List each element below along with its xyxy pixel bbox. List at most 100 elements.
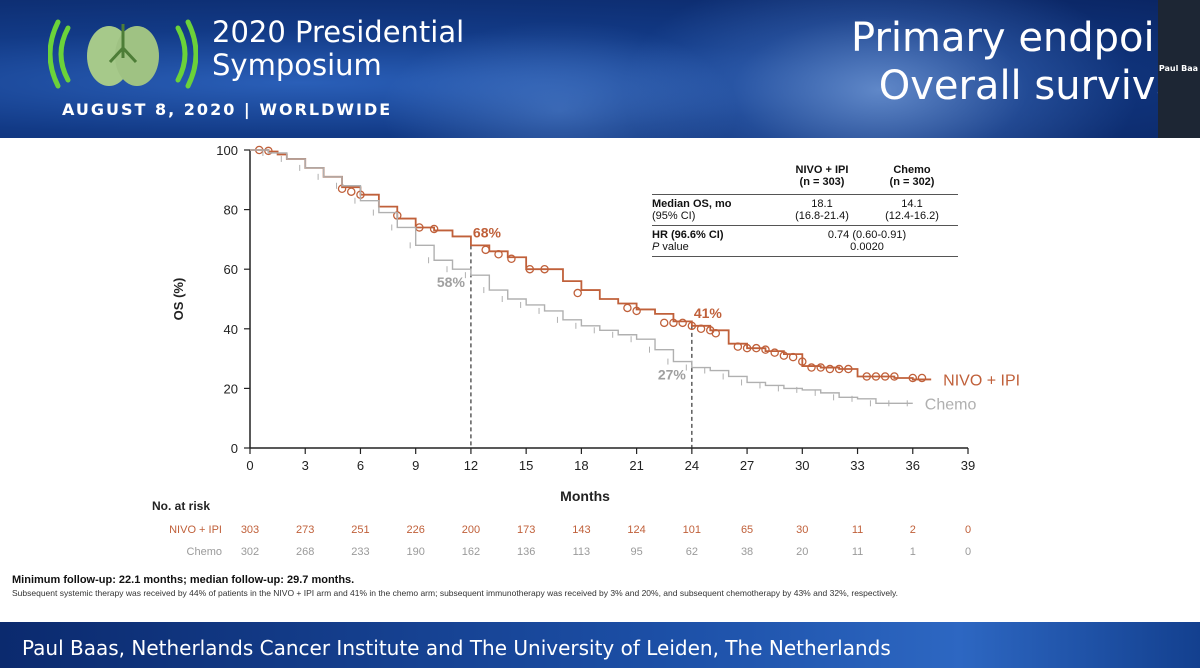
- table-header-row: NIVO + IPI (n = 303) Chemo (n = 302): [652, 164, 958, 194]
- censor-mark-nivo-ipi: [659, 318, 669, 328]
- risk-table-title: No. at risk: [152, 499, 210, 513]
- y-tick-label: 40: [224, 322, 238, 337]
- km-survival-chart: 0 3 6 9 12 15 18 21 24 27 30 33 36 39020406080100Mont…: [152, 143, 1020, 558]
- risk-value: 113: [573, 546, 591, 558]
- p-value: 0.0020: [850, 241, 884, 253]
- y-tick-label: 20: [224, 381, 238, 396]
- x-tick-label: 3: [302, 458, 309, 473]
- p-value-label: P value: [652, 241, 777, 253]
- ci-chemo: (12.4-16.2): [885, 210, 939, 222]
- slide-title: Primary endpoin Overall surviva: [851, 14, 1180, 110]
- censor-mark-nivo-ipi: [573, 288, 582, 298]
- censor-mark-nivo-ipi: [742, 343, 752, 353]
- p-label-italic: P: [652, 241, 660, 253]
- risk-value: 190: [407, 546, 425, 558]
- risk-value: 302: [241, 546, 259, 558]
- censor-mark-nivo-ipi: [687, 321, 697, 331]
- risk-value: 95: [630, 546, 642, 558]
- x-tick-label: 15: [519, 458, 533, 473]
- table-hr-section: HR (96.6% CI) 0.74 (0.60-0.91) P value 0…: [652, 225, 958, 257]
- risk-row-label: NIVO + IPI: [169, 524, 222, 536]
- censor-mark-nivo-ipi: [623, 303, 632, 313]
- conference-date: AUGUST 8, 2020 | WORLDWIDE: [62, 100, 393, 119]
- risk-value: 162: [462, 546, 480, 558]
- censor-mark-nivo-ipi: [880, 372, 890, 381]
- chart-annotations: 68% 58% 41% 27%: [437, 224, 723, 382]
- censor-mark-nivo-ipi: [770, 348, 779, 357]
- censor-mark-nivo-ipi: [908, 373, 918, 383]
- x-tick-label: 36: [906, 458, 920, 473]
- risk-value: 200: [462, 524, 480, 536]
- header-banner: 2020 Presidential Symposium AUGUST 8, 20…: [0, 0, 1200, 138]
- x-tick-label: 21: [629, 458, 643, 473]
- ci-label: (95% CI): [652, 210, 696, 222]
- censor-mark-nivo-ipi: [825, 364, 835, 374]
- risk-value: 226: [407, 524, 425, 536]
- censor-mark-nivo-ipi: [711, 329, 721, 338]
- table-median-os-section: Median OS, mo 18.1 14.1 (95% CI) (16.8-2…: [652, 194, 958, 225]
- x-axis-label: Months: [560, 488, 610, 504]
- censor-mark-nivo-ipi: [494, 250, 503, 259]
- conference-title: 2020 Presidential Symposium: [212, 16, 464, 82]
- censor-mark-nivo-ipi: [669, 318, 678, 328]
- y-axis-label: OS (%): [171, 278, 186, 321]
- censor-mark-nivo-ipi: [752, 343, 761, 353]
- series-end-label-chemo: Chemo: [925, 396, 977, 413]
- followup-note: Minimum follow-up: 22.1 months; median f…: [12, 574, 355, 586]
- hr-label: HR (96.6% CI): [652, 229, 724, 241]
- risk-value: 303: [241, 524, 259, 536]
- footnotes: Minimum follow-up: 22.1 months; median f…: [12, 574, 1172, 599]
- x-tick-label: 0: [246, 458, 253, 473]
- median-os-chemo: 14.1: [901, 198, 923, 210]
- subsequent-therapy-note: Subsequent systemic therapy was received…: [12, 588, 898, 598]
- risk-value: 233: [351, 546, 369, 558]
- censor-mark-nivo-ipi: [525, 264, 535, 274]
- slide-title-line2: Overall surviva: [878, 63, 1180, 109]
- risk-value: 38: [741, 546, 753, 558]
- slide-title-line1: Primary endpoin: [851, 15, 1180, 61]
- censor-mark-nivo-ipi: [834, 364, 844, 374]
- risk-value: 20: [796, 546, 808, 558]
- presenter-footer: Paul Baas, Netherlands Cancer Institute …: [0, 622, 1200, 668]
- hr-value: 0.74 (0.60-0.91): [827, 229, 907, 241]
- median-os-label: Median OS, mo: [652, 198, 732, 210]
- lungs-broadcast-icon: [48, 19, 198, 89]
- x-tick-label: 12: [464, 458, 478, 473]
- annotation-label: 68%: [473, 224, 502, 240]
- series-line-chemo: [250, 149, 913, 404]
- risk-value: 251: [351, 524, 369, 536]
- censor-mark-nivo-ipi: [696, 324, 706, 334]
- censor-mark-nivo-ipi: [264, 146, 273, 156]
- annotation-label: 58%: [437, 274, 466, 290]
- table-header-nivo: NIVO + IPI (n = 303): [777, 164, 867, 194]
- censor-mark-nivo-ipi: [807, 363, 816, 372]
- censor-mark-nivo-ipi: [816, 363, 825, 372]
- presenter-webcam: Paul Baa: [1158, 0, 1200, 138]
- chart-axes: 0 3 6 9 12 15 18 21 24 27 30 33 36 39020406080100Mont…: [171, 143, 975, 504]
- webcam-label: Paul Baa: [1158, 64, 1198, 73]
- risk-value: 273: [296, 524, 314, 536]
- censor-mark-nivo-ipi: [798, 357, 807, 366]
- conference-title-line2: Symposium: [212, 48, 382, 82]
- censor-mark-nivo-ipi: [871, 372, 881, 381]
- censor-mark-nivo-ipi: [678, 318, 687, 328]
- risk-value: 62: [686, 546, 698, 558]
- risk-value: 11: [852, 546, 863, 558]
- x-tick-label: 27: [740, 458, 754, 473]
- nivo-header-name: NIVO + IPI: [795, 164, 849, 176]
- risk-value: 268: [296, 546, 314, 558]
- p-label-rest: value: [659, 241, 689, 253]
- y-tick-label: 0: [231, 441, 238, 456]
- x-tick-label: 33: [850, 458, 864, 473]
- risk-value: 1: [910, 546, 916, 558]
- censor-mark-nivo-ipi: [540, 264, 549, 274]
- censor-mark-nivo-ipi: [761, 345, 770, 354]
- censor-mark-nivo-ipi: [507, 254, 516, 264]
- ci-nivo: (16.8-21.4): [795, 210, 849, 222]
- chemo-header-n: (n = 302): [889, 176, 935, 188]
- censor-mark-nivo-ipi: [779, 351, 789, 360]
- risk-value: 143: [572, 524, 590, 536]
- censor-mark-nivo-ipi: [347, 187, 356, 196]
- table-header-chemo: Chemo (n = 302): [867, 164, 957, 194]
